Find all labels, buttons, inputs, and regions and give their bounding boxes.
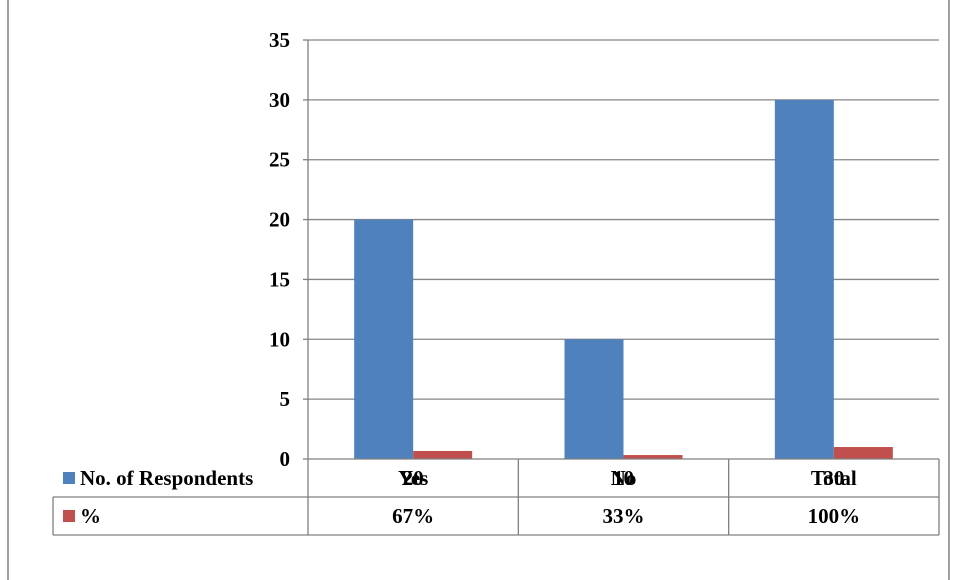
y-tick-label: 15 xyxy=(269,267,290,291)
table-cell-value: 100% xyxy=(808,504,861,528)
table-cell-value: 20 xyxy=(403,466,424,490)
y-tick-label: 5 xyxy=(280,387,291,411)
x-category-label: Total xyxy=(811,466,857,490)
y-tick-labels: 0 5 10 15 20 25 30 35 xyxy=(269,28,290,471)
y-tick-label: 0 xyxy=(280,447,291,471)
bar-percent-no xyxy=(623,455,683,459)
x-category-label: No xyxy=(611,466,637,490)
y-tick-label: 20 xyxy=(269,208,290,232)
x-category-label: Yes xyxy=(398,466,428,490)
table-cell-value: 33% xyxy=(603,504,645,528)
bar-percent-total xyxy=(833,447,893,459)
table-cell-value: 67% xyxy=(392,504,434,528)
legend-label-respondents: No. of Respondents xyxy=(80,466,253,490)
bar-respondents-yes xyxy=(354,219,414,459)
bar-respondents-no xyxy=(564,339,624,459)
y-tick-label: 30 xyxy=(269,88,290,112)
y-tick-label: 25 xyxy=(269,148,290,172)
bars xyxy=(354,99,893,459)
bar-percent-yes xyxy=(413,450,473,459)
y-tick-label: 10 xyxy=(269,327,290,351)
bar-respondents-total xyxy=(774,99,834,459)
legend-key-respondents xyxy=(63,472,75,484)
legend-key-percent xyxy=(63,510,75,522)
legend-label-percent: % xyxy=(80,504,101,528)
table-cell-value: 10 xyxy=(613,466,634,490)
table-cell-value: 30 xyxy=(823,466,844,490)
axes xyxy=(303,39,309,460)
y-tick-label: 35 xyxy=(269,28,290,52)
data-table: Yes No Total No. of Respondents 20 10 30% 67% 33… xyxy=(52,458,940,536)
